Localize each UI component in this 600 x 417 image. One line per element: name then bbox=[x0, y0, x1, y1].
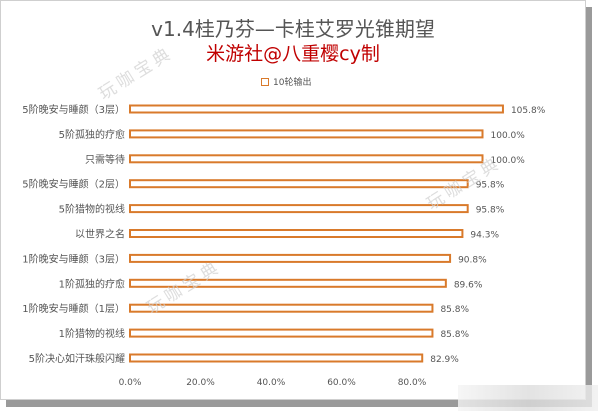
bar bbox=[129, 278, 447, 288]
data-label: 89.6% bbox=[454, 280, 483, 290]
bar bbox=[129, 253, 452, 263]
data-label: 82.9% bbox=[430, 355, 459, 365]
x-tick-label: 60.0% bbox=[327, 378, 356, 388]
data-label: 105.8% bbox=[511, 106, 546, 116]
data-label: 95.8% bbox=[476, 181, 505, 191]
category-label: 1阶晚安与睡颜（1层） bbox=[22, 302, 125, 315]
data-label: 100.0% bbox=[491, 156, 526, 166]
bar bbox=[129, 204, 469, 214]
x-tick-label: 40.0% bbox=[257, 378, 286, 388]
category-label: 1阶晚安与睡颜（3层） bbox=[22, 252, 125, 265]
bar bbox=[129, 104, 504, 114]
legend-label: 10轮输出 bbox=[273, 78, 312, 88]
x-tick-label: 0.0% bbox=[119, 378, 142, 388]
bar bbox=[129, 179, 469, 189]
data-label: 90.8% bbox=[458, 255, 487, 265]
category-label: 5阶决心如汗珠般闪耀 bbox=[29, 352, 125, 365]
bar-chart-plot: 5阶晚安与睡颜（3层） 105.8% 5阶孤独的疗愈 100.0% 只需等待 100.0%… bbox=[22, 103, 546, 388]
chart-subtitle: 米游社@八重樱cy制 bbox=[206, 43, 380, 65]
data-label: 85.8% bbox=[440, 305, 469, 315]
category-label: 5阶晚安与睡颜（2层） bbox=[22, 178, 125, 191]
bar bbox=[129, 229, 464, 238]
data-label: 94.3% bbox=[470, 231, 499, 241]
category-label: 1阶猎物的视线 bbox=[59, 327, 125, 340]
category-label: 5阶猎物的视线 bbox=[59, 203, 125, 216]
legend-swatch bbox=[261, 77, 269, 86]
category-label: 只需等待 bbox=[85, 153, 125, 166]
bar bbox=[129, 328, 434, 338]
legend: 10轮输出 bbox=[261, 75, 311, 88]
data-label: 95.8% bbox=[476, 206, 505, 216]
x-tick-label: 20.0% bbox=[186, 378, 215, 388]
x-tick-label: 80.0% bbox=[398, 378, 427, 388]
chart-title: v1.4桂乃芬—卡桂艾罗光锥期望 bbox=[151, 17, 435, 41]
category-label: 以世界之名 bbox=[75, 228, 125, 241]
bar bbox=[129, 303, 434, 313]
category-label: 1阶孤独的疗愈 bbox=[59, 277, 125, 290]
bar bbox=[129, 353, 424, 363]
chart-frame: v1.4桂乃芬—卡桂艾罗光锥期望 米游社@八重樱cy制 10轮输出 5阶晚安与睡… bbox=[0, 0, 586, 400]
category-label: 5阶孤独的疗愈 bbox=[59, 128, 125, 141]
data-label: 85.8% bbox=[440, 330, 469, 340]
bar bbox=[129, 129, 484, 139]
blurred-corner bbox=[458, 385, 598, 411]
data-label: 100.0% bbox=[491, 131, 526, 141]
bar bbox=[129, 154, 484, 164]
category-label: 5阶晚安与睡颜（3层） bbox=[22, 103, 125, 116]
